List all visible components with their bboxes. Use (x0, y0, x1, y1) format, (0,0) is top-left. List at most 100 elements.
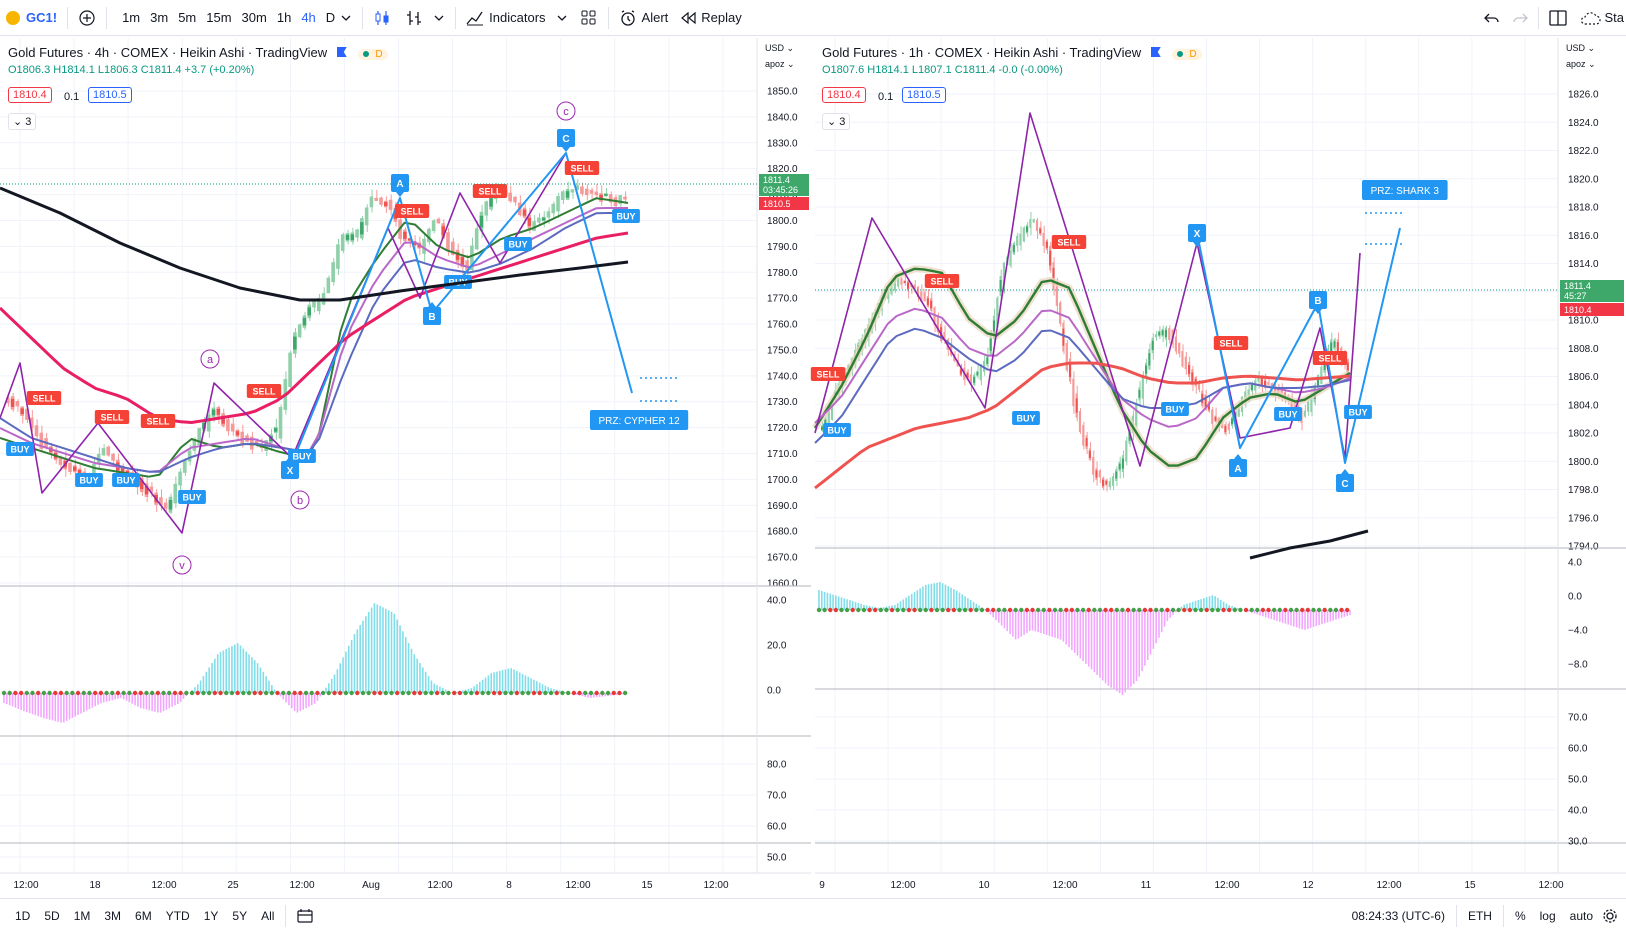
pattern-point-A-box[interactable] (1229, 459, 1247, 477)
buy-signal-box[interactable] (612, 209, 640, 223)
left-ask-box[interactable]: 1810.5 (88, 87, 132, 103)
wave-label-circle (200, 349, 220, 369)
symbol-search[interactable]: GC1! (0, 0, 63, 36)
buy-signal-box[interactable] (504, 237, 532, 251)
range-6m[interactable]: 6M (135, 908, 152, 923)
range-5d[interactable]: 5D (44, 908, 60, 923)
clock[interactable]: 08:24:33 (UTC-6) (1351, 908, 1445, 923)
percent-toggle[interactable]: % (1514, 908, 1526, 923)
interval-30m[interactable]: 30m (241, 10, 267, 25)
pattern-point-A-box[interactable] (391, 174, 409, 192)
log-toggle[interactable]: log (1539, 908, 1556, 923)
range-ytd[interactable]: YTD (165, 908, 190, 923)
currency-label: USD ⌄ (765, 43, 794, 53)
settings-gear-icon[interactable] (1602, 908, 1618, 924)
pattern-point-C-box[interactable] (1336, 474, 1354, 492)
range-5y[interactable]: 5Y (232, 908, 248, 923)
last-price-badge[interactable] (1560, 280, 1624, 302)
left-indicators-toggle[interactable]: ⌄ 3 (8, 113, 37, 130)
replay-button[interactable]: Replay (674, 0, 747, 36)
bid-price-badge[interactable] (1560, 303, 1624, 316)
sell-signal-box[interactable] (140, 414, 176, 428)
sell-signal-box[interactable] (564, 161, 600, 175)
range-3m[interactable]: 3M (104, 908, 122, 923)
interval-1h[interactable]: 1h (276, 10, 292, 25)
buy-signal-box[interactable] (6, 442, 34, 456)
sell-signal-box[interactable] (1051, 235, 1087, 249)
sell-signal-box[interactable] (246, 384, 282, 398)
sell-signal-box[interactable] (1213, 336, 1249, 350)
pattern-point-pointer (1193, 242, 1201, 247)
bid-price-badge[interactable] (759, 197, 809, 210)
layout-button[interactable] (1543, 0, 1573, 36)
market-status-badge[interactable]: D (358, 49, 388, 60)
templates-button[interactable] (574, 0, 604, 36)
flag-icon[interactable] (336, 47, 347, 57)
range-1d[interactable]: 1D (15, 908, 31, 923)
session-toggle[interactable]: ETH (1467, 908, 1492, 923)
left-bid-box[interactable]: 1810.4 (8, 87, 52, 103)
macd-signal-dot (878, 607, 884, 613)
prz-label-box[interactable] (590, 410, 689, 430)
interval-d[interactable]: D (325, 10, 336, 25)
buy-signal-box[interactable] (1012, 411, 1040, 425)
right-bid-box[interactable]: 1810.4 (822, 87, 866, 103)
buy-signal-box[interactable] (288, 449, 316, 463)
buy-signal-box[interactable] (1161, 402, 1189, 416)
pattern-point-B-box[interactable] (423, 307, 441, 325)
market-status-badge[interactable]: D (1172, 49, 1202, 60)
candle-body (940, 327, 943, 338)
interval-15m[interactable]: 15m (206, 10, 232, 25)
macd-signal-dot (149, 690, 155, 696)
sell-signal-box[interactable] (472, 184, 508, 198)
chevron-down-icon[interactable] (433, 12, 445, 24)
range-1y[interactable]: 1Y (203, 908, 219, 923)
sell-signal-box[interactable] (924, 274, 960, 288)
buy-signal-box[interactable] (178, 490, 206, 504)
right-ask-box[interactable]: 1810.5 (902, 87, 946, 103)
pattern-point-X-box[interactable] (281, 461, 299, 479)
pattern-point-X-box[interactable] (1188, 224, 1206, 242)
candle-body (1062, 328, 1065, 346)
candle-body (926, 298, 929, 305)
chart-type-button[interactable] (367, 0, 399, 36)
buy-signal-box[interactable] (75, 473, 103, 487)
interval-4h[interactable]: 4h (301, 10, 316, 25)
redo-button[interactable] (1506, 0, 1534, 36)
bar-type-button[interactable] (399, 0, 451, 36)
candle-body (1012, 245, 1015, 253)
last-price-badge[interactable] (759, 174, 809, 196)
buy-signal-box[interactable] (112, 473, 140, 487)
range-all[interactable]: All (261, 908, 275, 923)
chevron-down-icon[interactable] (556, 12, 568, 24)
cloud-save-button[interactable]: Sta (1573, 0, 1626, 36)
flag-icon[interactable] (1150, 47, 1161, 57)
pattern-point-C-box[interactable] (557, 129, 575, 147)
chevron-down-icon[interactable] (340, 12, 352, 24)
prz-label-box[interactable] (1362, 180, 1448, 200)
buy-signal-box[interactable] (1344, 405, 1372, 419)
sell-signal-box[interactable] (94, 410, 130, 424)
buy-signal-box[interactable] (1274, 407, 1302, 421)
compare-button[interactable] (72, 0, 102, 36)
charts-area[interactable]: 1850.01840.01830.01820.01810.01800.01790… (0, 38, 1626, 898)
indicators-button[interactable]: Indicators (460, 0, 573, 36)
sell-signal-box[interactable] (26, 391, 62, 405)
interval-1m[interactable]: 1m (122, 10, 141, 25)
interval-5m[interactable]: 5m (178, 10, 197, 25)
pattern-point-B-box[interactable] (1309, 291, 1327, 309)
sell-signal-box[interactable] (1312, 351, 1348, 365)
candle (379, 197, 383, 205)
price-tick-label: 1680.0 (767, 527, 798, 538)
buy-signal-box[interactable] (823, 423, 851, 437)
sell-signal-box[interactable] (810, 367, 846, 381)
sell-signal-box[interactable] (394, 204, 430, 218)
range-1m[interactable]: 1M (73, 908, 91, 923)
candle (608, 194, 613, 203)
date-range-icon[interactable] (296, 908, 314, 924)
undo-button[interactable] (1478, 0, 1506, 36)
right-indicators-toggle[interactable]: ⌄ 3 (822, 113, 851, 130)
interval-3m[interactable]: 3m (150, 10, 169, 25)
alert-button[interactable]: Alert (613, 0, 675, 36)
auto-toggle[interactable]: auto (1569, 908, 1593, 923)
